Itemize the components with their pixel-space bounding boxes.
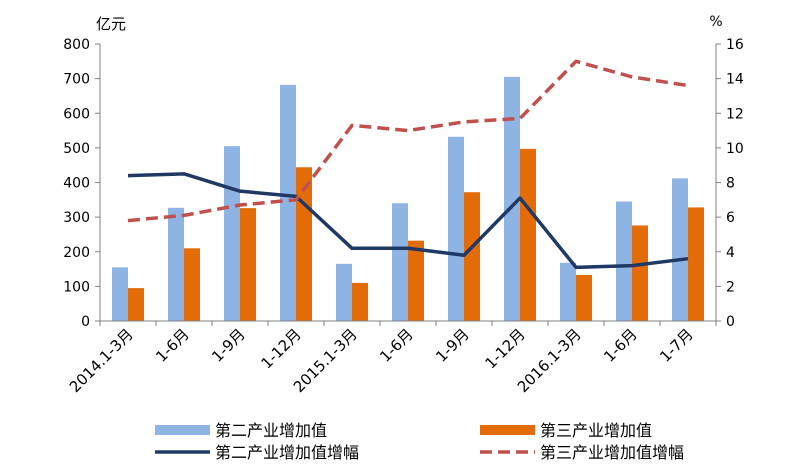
bar-secondary-industry <box>616 201 632 321</box>
bar-tertiary-industry <box>464 192 480 321</box>
right-axis-tick-label: 10 <box>726 141 744 157</box>
right-axis-ticks: 0 2 4 6 8 10 12 14 16 <box>716 37 744 330</box>
right-axis-tick-label: 4 <box>726 245 735 261</box>
bar-secondary-industry <box>224 146 240 321</box>
legend-swatch <box>155 425 210 435</box>
right-axis-unit-label: % <box>709 14 722 30</box>
x-axis-category-label: 1-12月 <box>481 325 528 372</box>
x-axis-category-label: 1-6月 <box>152 325 193 366</box>
bar-tertiary-industry <box>632 225 648 321</box>
x-axis-category-label: 1-12月 <box>257 325 304 372</box>
bar-secondary-industry <box>672 178 688 321</box>
bar-tertiary-industry <box>520 148 536 321</box>
bar-tertiary-industry <box>408 240 424 321</box>
bar-secondary-industry <box>504 76 520 321</box>
left-axis-tick-label: 600 <box>63 106 90 122</box>
bar-tertiary-industry <box>128 288 144 321</box>
legend-label: 第三产业增加值增幅 <box>540 443 684 462</box>
right-axis-tick-label: 14 <box>726 72 744 88</box>
bar-tertiary-industry <box>184 248 200 321</box>
left-axis-tick-label: 200 <box>63 245 90 261</box>
line-secondary-industry-growth <box>127 172 689 270</box>
left-axis-tick-label: 500 <box>63 141 90 157</box>
left-axis-tick-label: 100 <box>63 279 90 295</box>
legend-label: 第二产业增加值增幅 <box>215 443 359 462</box>
bar-secondary-industry <box>168 207 184 321</box>
left-axis-tick-label: 0 <box>81 314 90 330</box>
right-axis-tick-label: 0 <box>726 314 735 330</box>
bar-tertiary-industry <box>688 207 704 321</box>
x-axis-category-label: 1-6月 <box>376 325 417 366</box>
right-axis-tick-label: 16 <box>726 37 744 53</box>
left-axis-ticks: 0 100 200 300 400 500 600 700 800 <box>63 37 100 330</box>
right-axis-tick-label: 6 <box>726 210 735 226</box>
line-series-group <box>127 59 689 270</box>
left-axis-tick-label: 800 <box>63 37 90 53</box>
bar-secondary-industry <box>112 267 128 321</box>
left-axis-tick-label: 700 <box>63 72 90 88</box>
bar-tertiary-industry <box>576 274 592 321</box>
bar-secondary-industry <box>560 262 576 321</box>
right-axis-tick-label: 2 <box>726 279 735 295</box>
bar-tertiary-industry <box>352 282 368 321</box>
right-axis-tick-label: 12 <box>726 106 744 122</box>
bar-secondary-industry <box>448 136 464 321</box>
x-axis-category-label: 2014.1-3月 <box>66 325 137 396</box>
x-axis-category-label: 1-9月 <box>208 325 249 366</box>
right-axis-tick-label: 8 <box>726 176 735 192</box>
legend-label: 第二产业增加值 <box>215 421 327 440</box>
bar-series-group <box>112 76 704 321</box>
bar-secondary-industry <box>280 84 296 321</box>
line-tertiary-industry-growth <box>127 59 689 223</box>
x-axis-category-label: 1-7月 <box>656 325 697 366</box>
x-axis-category-label: 1-6月 <box>600 325 641 366</box>
x-axis-ticks <box>99 321 717 326</box>
legend-label: 第三产业增加值 <box>540 421 652 440</box>
left-axis-tick-label: 400 <box>63 176 90 192</box>
legend-swatch <box>480 425 535 435</box>
left-axis-unit-label: 亿元 <box>96 15 126 33</box>
bar-secondary-industry <box>392 203 408 321</box>
bar-secondary-industry <box>336 263 352 321</box>
bar-tertiary-industry <box>240 208 256 321</box>
x-axis-category-label: 1-9月 <box>432 325 473 366</box>
left-axis-tick-label: 300 <box>63 210 90 226</box>
